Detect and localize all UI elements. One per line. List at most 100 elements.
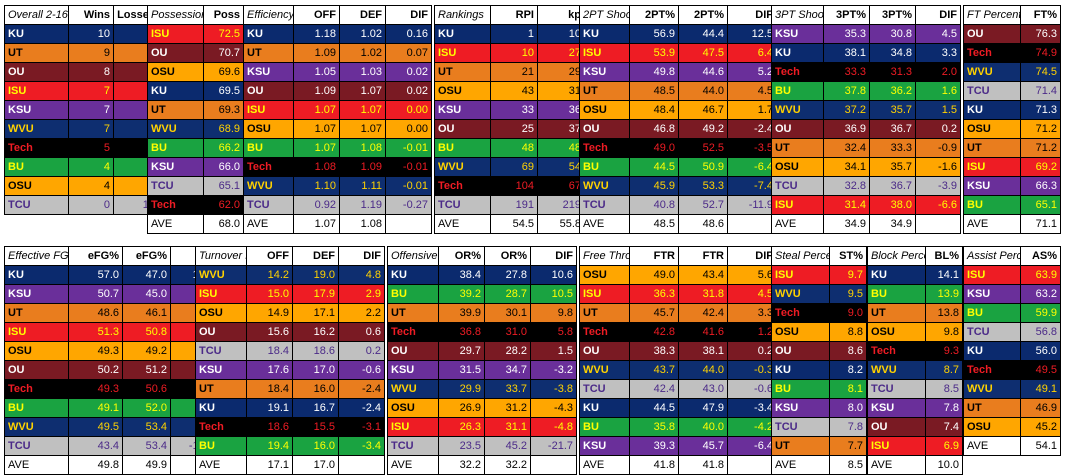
team-cell: TCU <box>434 195 491 215</box>
team-cell: KU <box>771 360 830 380</box>
team-cell: OSU <box>771 157 824 177</box>
value-cell: 1.07 <box>293 100 340 120</box>
value-cell: 45.2 <box>1020 417 1061 437</box>
value-cell: 4.8 <box>338 265 385 285</box>
value-cell: -0.01 <box>385 157 432 177</box>
team-cell: KU <box>147 81 204 101</box>
column-header: OR% <box>484 246 531 266</box>
team-cell: BU <box>147 138 204 158</box>
value-cell: 5.2 <box>727 62 777 82</box>
team-cell: KU <box>579 24 630 44</box>
team-cell: KU <box>771 43 824 63</box>
table-title: Block Percentage <box>867 246 926 266</box>
table-row: KSU 31.5 34.7 -3.2 <box>387 360 577 380</box>
value-cell: 49.8 <box>629 62 679 82</box>
average-label: AVE <box>963 214 1021 234</box>
value-cell: 17.0 <box>292 360 339 380</box>
team-cell: KSU <box>579 436 630 456</box>
value-cell: 1.07 <box>339 81 386 101</box>
value-cell: 49.3 <box>68 341 123 361</box>
average-value: 32.2 <box>438 455 485 475</box>
value-cell: 70.7 <box>203 43 244 63</box>
table-row: WVU 68.9 <box>147 119 244 139</box>
team-cell: ISU <box>867 436 926 456</box>
table-row: BU 8.1 <box>771 379 867 399</box>
value-cell: 1.10 <box>293 176 340 196</box>
team-cell: KSU <box>195 360 247 380</box>
team-cell: WVU <box>4 417 69 437</box>
value-cell: -6.6 <box>915 195 961 215</box>
team-cell: ISU <box>963 157 1021 177</box>
value-cell: 21 <box>490 62 538 82</box>
value-cell: 1.5 <box>915 100 961 120</box>
value-cell: 36.2 <box>869 81 916 101</box>
value-cell: 33 <box>490 100 538 120</box>
value-cell: 52.5 <box>678 138 728 158</box>
value-cell: -0.01 <box>385 176 432 196</box>
value-cell: 47.0 <box>122 265 171 285</box>
average-value: 1.07 <box>293 214 340 234</box>
team-cell: TCU <box>4 436 69 456</box>
team-cell: Tech <box>771 303 830 323</box>
header-row: Rankings RPI kp <box>434 5 585 25</box>
team-cell: TCU <box>243 195 294 215</box>
value-cell: 2.0 <box>915 62 961 82</box>
value-cell: 45.2 <box>484 436 531 456</box>
oreb-table: Offensive Rebounding PercentageOR%OR%DIF… <box>387 246 577 475</box>
table-row: ISU 36.3 31.8 4.5 <box>579 284 777 304</box>
team-cell: OU <box>387 341 439 361</box>
value-cell: 10 <box>68 24 114 44</box>
table-row: OSU 71.2 <box>963 119 1061 139</box>
team-cell: KU <box>243 24 294 44</box>
value-cell: 63.2 <box>1020 284 1061 304</box>
average-value <box>727 455 777 475</box>
table-row: KU 44.5 47.9 -3.4 <box>579 398 777 418</box>
value-cell: 29.7 <box>438 341 485 361</box>
team-cell: UT <box>434 62 491 82</box>
team-cell: OSU <box>147 62 204 82</box>
value-cell: 34.7 <box>484 360 531 380</box>
average-value: 41.8 <box>629 455 679 475</box>
value-cell: 38.1 <box>823 43 870 63</box>
team-cell: WVU <box>4 119 69 139</box>
average-label: AVE <box>4 455 69 475</box>
column-header: 3PT% <box>823 5 870 25</box>
value-cell: 0.2 <box>727 341 777 361</box>
value-cell: -0.9 <box>915 138 961 158</box>
header-row: 2PT Shooting Percentage2PT%2PT%DIF <box>579 5 777 25</box>
average-row: AVE 10.0 <box>867 455 963 475</box>
column-header: eFG% <box>122 246 171 266</box>
value-cell: 65.1 <box>203 176 244 196</box>
value-cell: 4 <box>68 176 114 196</box>
table-row: KU 56.0 <box>963 341 1061 361</box>
table-row: WVU 49.1 <box>963 379 1061 399</box>
value-cell: 19.0 <box>292 265 339 285</box>
value-cell: 6.4 <box>727 43 777 63</box>
table-title: FT Percentage <box>963 5 1021 25</box>
table-row: OSU 1.07 1.07 0.00 <box>243 119 432 139</box>
table-row: UT 7.7 <box>771 436 867 456</box>
value-cell: 1.07 <box>293 119 340 139</box>
table-row: OU 25 37 <box>434 119 585 139</box>
team-cell: ISU <box>243 100 294 120</box>
header-row: FT PercentageFT% <box>963 5 1061 25</box>
team-cell: OSU <box>4 176 69 196</box>
value-cell: -2.4 <box>727 119 777 139</box>
team-cell: UT <box>963 398 1021 418</box>
value-cell: 17.1 <box>292 303 339 323</box>
team-cell: BU <box>243 138 294 158</box>
value-cell: 31.8 <box>678 284 728 304</box>
value-cell: 0.02 <box>385 81 432 101</box>
value-cell: 2.9 <box>338 284 385 304</box>
value-cell: 37.8 <box>823 81 870 101</box>
value-cell: 30.8 <box>869 24 916 44</box>
team-cell: OSU <box>195 303 247 323</box>
table-row: UT 18.4 16.0 -2.4 <box>195 379 385 399</box>
value-cell: 44.4 <box>678 24 728 44</box>
table-row: KU 19.1 16.7 -2.4 <box>195 398 385 418</box>
team-cell: OSU <box>963 119 1021 139</box>
table-row: BU 66.2 <box>147 138 244 158</box>
